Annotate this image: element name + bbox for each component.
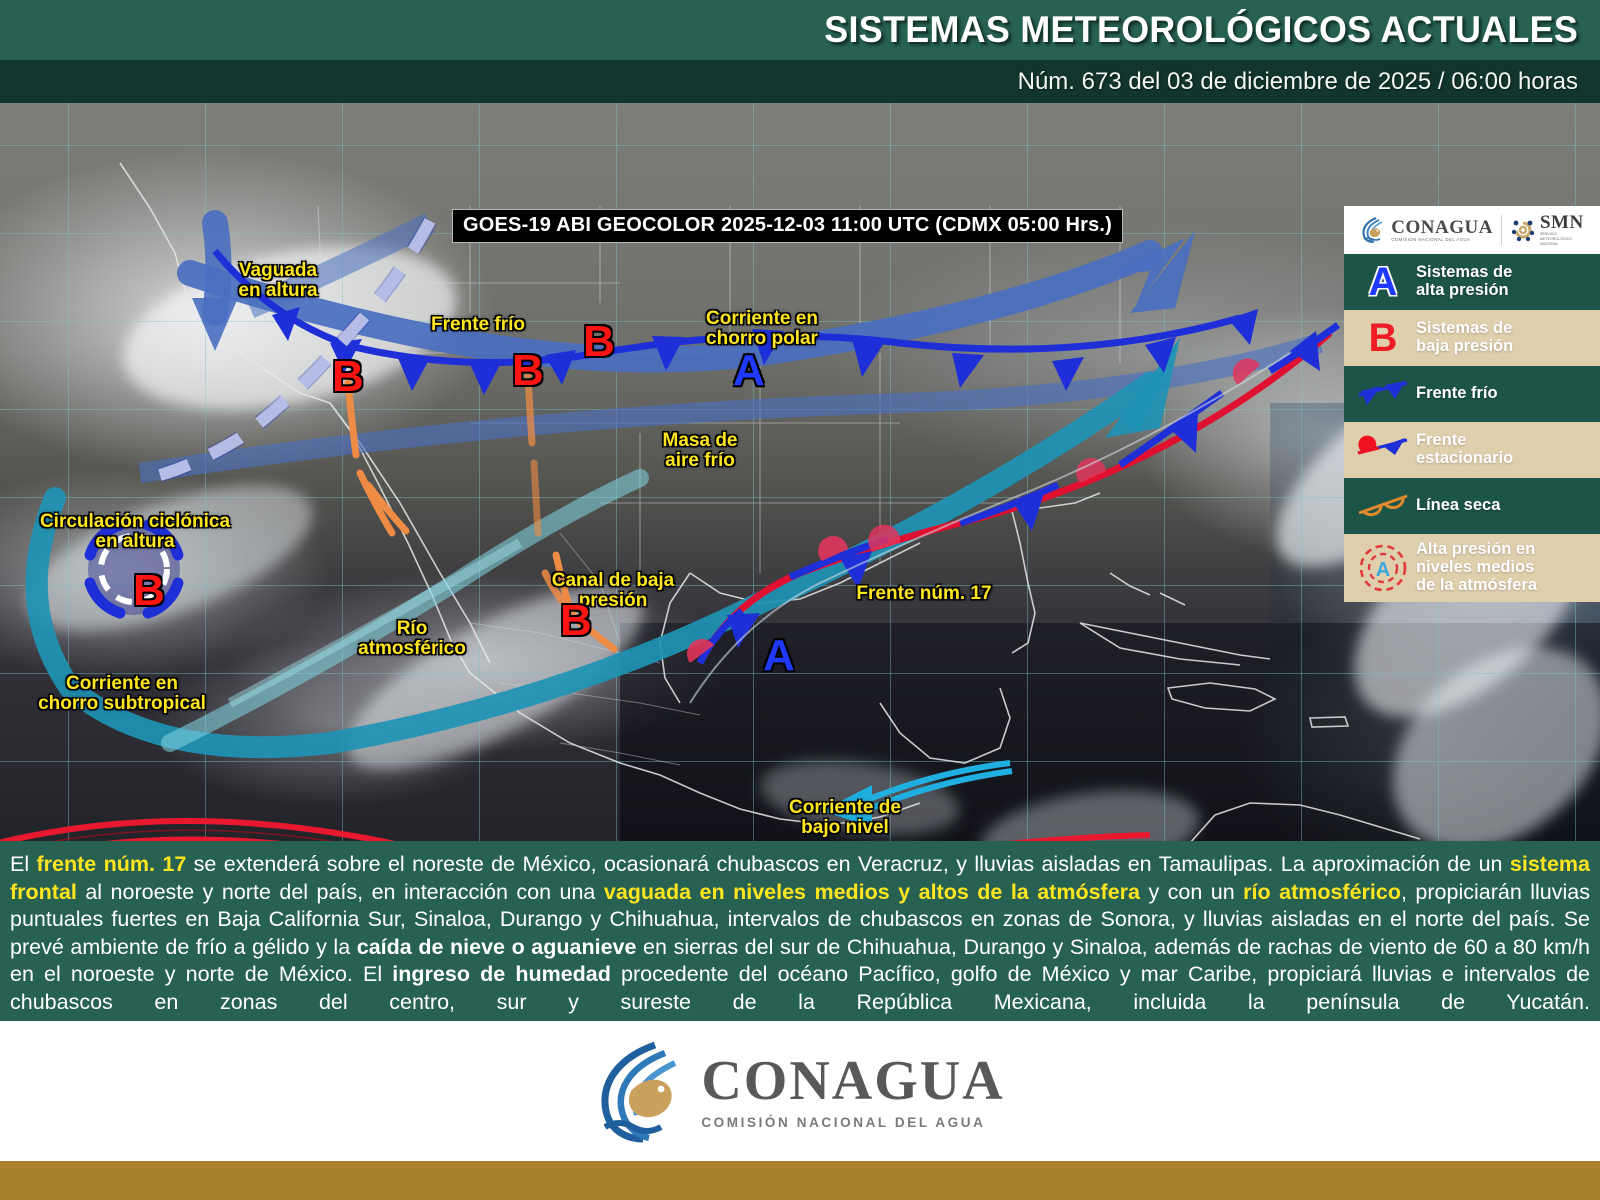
- graticule-line: [0, 145, 1600, 146]
- bulletin-number-date: Núm. 673 del 03 de diciembre de 2025 / 0…: [1017, 67, 1578, 95]
- graticule-line: [0, 761, 1600, 762]
- footer-gold-bar: [0, 1161, 1600, 1200]
- mid-level-high-pressure-icon: A: [1350, 543, 1416, 593]
- footer-tagline: COMISIÓN NACIONAL DEL AGUA: [701, 1114, 986, 1130]
- emphasis-term: ingreso de humedad: [392, 962, 611, 986]
- conagua-name: CONAGUA: [1391, 216, 1493, 238]
- graticule-line: [342, 103, 343, 841]
- dry-line-icon: [1350, 491, 1416, 521]
- body-text: al noroeste y norte del país, en interac…: [76, 879, 604, 904]
- smn-logo: SMN SERVICIO METEOROLÓGICO NACIONAL: [1510, 213, 1584, 247]
- smn-spiral-icon: [1511, 220, 1535, 242]
- graticule-line: [68, 103, 69, 841]
- stationary-front-icon: [1350, 435, 1416, 465]
- high-pressure-A-icon: A: [1368, 260, 1398, 304]
- body-text: , propiciarán lluvias puntuales fuertes …: [10, 879, 1590, 959]
- highlight-term: frente núm. 17: [36, 852, 187, 876]
- low-pressure-B-icon: B: [1368, 316, 1398, 360]
- emphasis-term: caída de nieve o aguanieve: [356, 934, 637, 959]
- page-title: SISTEMAS METEOROLÓGICOS ACTUALES: [824, 9, 1578, 50]
- forecast-summary-text: El frente núm. 17 se extenderá sobre el …: [10, 851, 1590, 1016]
- header-title-bar: SISTEMAS METEOROLÓGICOS ACTUALES: [0, 0, 1600, 60]
- conagua-eagle-water-icon: [601, 1041, 677, 1143]
- body-text: en sierras del sur de Chihuahua, Durango…: [10, 934, 1590, 987]
- body-text: se extenderá sobre el noreste de México,…: [186, 852, 1510, 876]
- legend-item-cold-front: Frente frío: [1344, 366, 1600, 422]
- conagua-tagline: COMISIÓN NACIONAL DEL AGUA: [1391, 236, 1471, 242]
- legend-panel: CONAGUA COMISIÓN NACIONAL DEL AGUA: [1344, 206, 1600, 602]
- legend-label: Alta presión en niveles medios de la atm…: [1416, 540, 1538, 594]
- svg-text:A: A: [1376, 559, 1390, 581]
- smn-wordmark: SMN SERVICIO METEOROLÓGICO NACIONAL: [1540, 213, 1584, 247]
- header-subtitle-bar: Núm. 673 del 03 de diciembre de 2025 / 0…: [0, 60, 1600, 103]
- footer-logo-bar: CONAGUA COMISIÓN NACIONAL DEL AGUA: [0, 1021, 1600, 1161]
- body-text: procedente del océano Pacífico, golfo de…: [10, 962, 1590, 1014]
- legend-item-mid-level-high: A Alta presión en niveles medios de la a…: [1344, 534, 1600, 602]
- legend-label: Sistemas de baja presión: [1416, 319, 1514, 355]
- graticule-line: [205, 103, 206, 841]
- legend-item-dry-line: Línea seca: [1344, 478, 1600, 534]
- graticule-line: [1301, 103, 1302, 841]
- conagua-eagle-water-icon: [1362, 217, 1383, 244]
- legend-label: Frente frío: [1416, 384, 1498, 403]
- legend-item-stationary-front: Frente estacionario: [1344, 422, 1600, 478]
- conagua-logo: CONAGUA COMISIÓN NACIONAL DEL AGUA: [1360, 216, 1493, 244]
- satellite-weather-map[interactable]: GOES-19 ABI GEOCOLOR 2025-12-03 11:00 UT…: [0, 103, 1600, 841]
- highlight-term: sistema frontal: [10, 852, 1590, 904]
- body-text: y con un: [1139, 879, 1244, 904]
- legend-logo-bar: CONAGUA COMISIÓN NACIONAL DEL AGUA: [1344, 206, 1600, 254]
- legend-item-low-pressure: B Sistemas de baja presión: [1344, 310, 1600, 366]
- conagua-footer-logo: CONAGUA COMISIÓN NACIONAL DEL AGUA: [595, 1039, 1004, 1143]
- conagua-footer-wordmark: CONAGUA COMISIÓN NACIONAL DEL AGUA: [701, 1053, 1004, 1130]
- legend-label: Sistemas de alta presión: [1416, 263, 1513, 299]
- graticule-line: [0, 673, 1600, 674]
- graticule-line: [1164, 103, 1165, 841]
- smn-tagline: SERVICIO METEOROLÓGICO NACIONAL: [1539, 232, 1573, 246]
- footer-name: CONAGUA: [701, 1049, 1005, 1112]
- body-text: El: [10, 852, 37, 876]
- legend-label: Frente estacionario: [1416, 431, 1514, 467]
- highlight-term: río atmosférico: [1243, 879, 1401, 904]
- cold-front-icon: [1350, 379, 1416, 409]
- legend-label: Línea seca: [1416, 496, 1501, 515]
- legend-item-high-pressure: A Sistemas de alta presión: [1344, 254, 1600, 310]
- conagua-wordmark: CONAGUA COMISIÓN NACIONAL DEL AGUA: [1391, 218, 1493, 243]
- logo-divider: [1500, 215, 1502, 245]
- satellite-timestamp-label: GOES-19 ABI GEOCOLOR 2025-12-03 11:00 UT…: [452, 209, 1124, 243]
- highlight-term: vaguada en niveles medios y altos de la …: [603, 879, 1140, 904]
- forecast-summary-panel: El frente núm. 17 se extenderá sobre el …: [0, 841, 1600, 1021]
- smn-name: SMN: [1539, 212, 1584, 234]
